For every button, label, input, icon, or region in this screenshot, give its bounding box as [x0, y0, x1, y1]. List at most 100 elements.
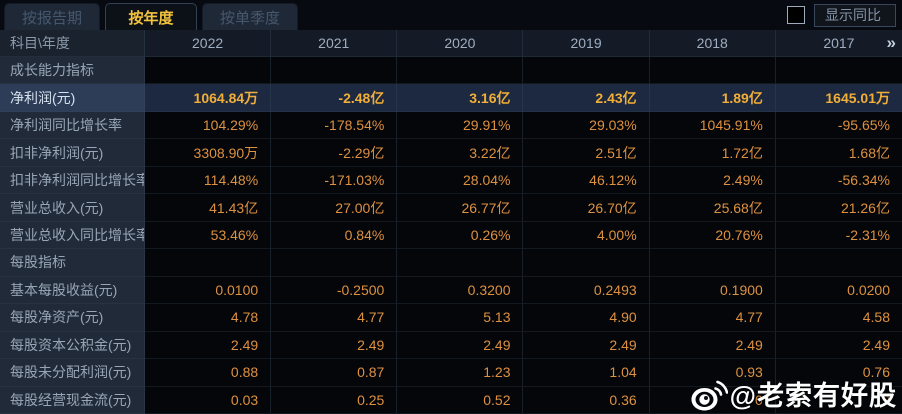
row-label: 基本每股收益(元): [0, 276, 145, 305]
value-cell: 2.43亿: [523, 84, 650, 112]
row-label: 每股经营现金流(元): [0, 386, 145, 414]
year-column-header: 2020: [397, 30, 524, 57]
value-cell: 46.12%: [523, 166, 650, 195]
value-cell: 2.51亿: [523, 139, 650, 167]
value-cell: 2.49: [523, 331, 650, 360]
value-cell: 20.76%: [649, 221, 776, 250]
value-cell: 5.13: [397, 304, 524, 332]
watermark-text: @老索有好股: [729, 381, 897, 411]
value-cell: 0.87: [271, 359, 398, 387]
more-columns-icon[interactable]: »: [886, 33, 897, 52]
empty-cell: [145, 57, 272, 85]
value-cell: -95.65%: [775, 111, 902, 140]
value-cell: 1645.01万: [775, 84, 902, 112]
show-yoy-label[interactable]: 显示同比: [814, 3, 896, 27]
empty-cell: [145, 249, 272, 277]
value-cell: 1.89亿: [649, 84, 776, 112]
empty-cell: [523, 57, 650, 85]
corner-header: 科目\年度: [0, 30, 145, 57]
year-column-header: 2019: [523, 30, 650, 57]
empty-cell: [775, 249, 902, 277]
empty-cell: [649, 57, 776, 85]
value-cell: 3.16亿: [397, 84, 524, 112]
value-cell: 104.29%: [145, 111, 272, 140]
value-cell: 26.70亿: [523, 194, 650, 222]
show-yoy-checkbox[interactable]: [787, 6, 805, 24]
value-cell: 114.48%: [145, 166, 272, 195]
tab-single-quarter[interactable]: 按单季度: [202, 3, 298, 30]
value-cell: 9: [775, 386, 902, 414]
value-cell: 2.49: [397, 331, 524, 360]
year-column-header: 2018: [649, 30, 776, 57]
value-cell: -2.29亿: [271, 139, 398, 167]
value-cell: 1045.91%: [649, 111, 776, 140]
value-cell: 0.3200: [397, 276, 524, 305]
section-row-label: 每股指标: [0, 249, 145, 277]
value-cell: 0.76: [775, 359, 902, 387]
value-cell: -178.54%: [271, 111, 398, 140]
value-cell: 4.90: [523, 304, 650, 332]
value-cell: 4.77: [271, 304, 398, 332]
value-cell: 4.77: [649, 304, 776, 332]
value-cell: 2.49: [145, 331, 272, 360]
empty-cell: [397, 57, 524, 85]
value-cell: 1.04: [523, 359, 650, 387]
row-label: 营业总收入(元): [0, 194, 145, 222]
value-cell: -2.48亿: [271, 84, 398, 112]
empty-cell: [775, 57, 902, 85]
value-cell: 29.91%: [397, 111, 524, 140]
value-cell: 0.52: [397, 386, 524, 414]
year-column-header: 2022: [145, 30, 272, 57]
value-cell: 0.36: [523, 386, 650, 414]
value-cell: 41.43亿: [145, 194, 272, 222]
row-label: 每股资本公积金(元): [0, 331, 145, 360]
row-label: 每股净资产(元): [0, 304, 145, 332]
value-cell: -171.03%: [271, 166, 398, 195]
value-cell: -2.31%: [775, 221, 902, 250]
empty-cell: [271, 57, 398, 85]
value-cell: 0.93: [649, 359, 776, 387]
value-cell: 2.49: [649, 331, 776, 360]
yoy-controls: 显示同比: [787, 3, 896, 27]
value-cell: 1.68亿: [775, 139, 902, 167]
value-cell: 25.68亿: [649, 194, 776, 222]
row-label: 扣非净利润同比增长率: [0, 166, 145, 195]
tab-report-period[interactable]: 按报告期: [4, 3, 100, 30]
value-cell: 53.46%: [145, 221, 272, 250]
period-tab-bar: 按报告期 按年度 按单季度 显示同比: [0, 0, 902, 30]
tab-annual[interactable]: 按年度: [105, 3, 197, 30]
row-label: 每股未分配利润(元): [0, 359, 145, 387]
financial-table: 科目\年度 2022 2021 2020 2019 2018 2017» 成长能力指标 净利润(…: [0, 30, 902, 414]
value-cell: 29.03%: [523, 111, 650, 140]
value-cell: 1.72亿: [649, 139, 776, 167]
value-cell: 3308.90万: [145, 139, 272, 167]
value-cell: 2.49%: [649, 166, 776, 195]
value-cell: 21.26亿: [775, 194, 902, 222]
weibo-icon: [690, 379, 728, 413]
year-column-header: 2017»: [775, 30, 902, 57]
section-row-label: 成长能力指标: [0, 57, 145, 85]
value-cell: 0.1900: [649, 276, 776, 305]
value-cell: 28.04%: [397, 166, 524, 195]
watermark: @老索有好股: [690, 379, 897, 413]
empty-cell: [523, 249, 650, 277]
value-cell: 2.49: [271, 331, 398, 360]
row-label: 净利润同比增长率: [0, 111, 145, 140]
value-cell: 0.84%: [271, 221, 398, 250]
value-cell: 0.26%: [397, 221, 524, 250]
value-cell: -56.34%: [775, 166, 902, 195]
year-column-header: 2021: [271, 30, 398, 57]
value-cell: 0.25: [271, 386, 398, 414]
row-label: 营业总收入同比增长率: [0, 221, 145, 250]
value-cell: 0.0100: [145, 276, 272, 305]
value-cell: 3.22亿: [397, 139, 524, 167]
value-cell: 26.77亿: [397, 194, 524, 222]
empty-cell: [397, 249, 524, 277]
empty-cell: [649, 249, 776, 277]
row-label: 扣非净利润(元): [0, 139, 145, 167]
value-cell: 4.00%: [523, 221, 650, 250]
value-cell: 1.23: [397, 359, 524, 387]
value-cell: 0.2493: [523, 276, 650, 305]
row-label: 净利润(元): [0, 84, 145, 112]
